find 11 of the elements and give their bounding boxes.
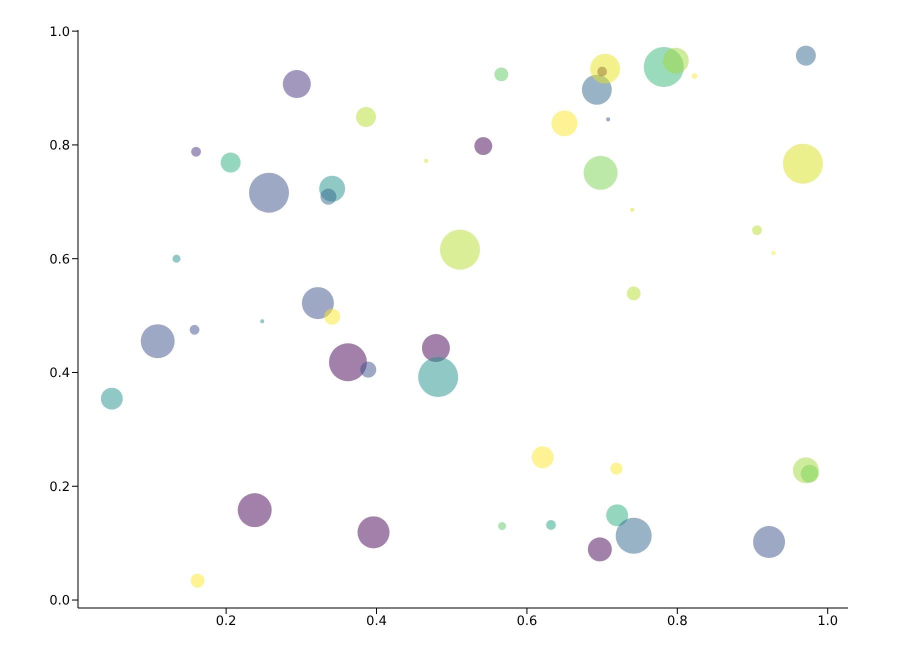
y-tick-label: 0.6	[49, 252, 70, 268]
x-tick-label: 0.6	[516, 614, 538, 630]
y-tick-label: 0.0	[49, 594, 70, 609]
y-tick-label: 0.4	[49, 366, 70, 382]
y-tick-label: 0.2	[49, 480, 70, 495]
x-tick-label: 0.4	[366, 614, 387, 630]
x-tick-label: 0.8	[666, 614, 688, 630]
x-tick-label: 0.2	[216, 614, 236, 630]
y-tick-label: 0.8	[49, 138, 70, 154]
x-tick-label: 1.0	[817, 614, 838, 630]
y-tick-label: 1.0	[49, 24, 70, 40]
